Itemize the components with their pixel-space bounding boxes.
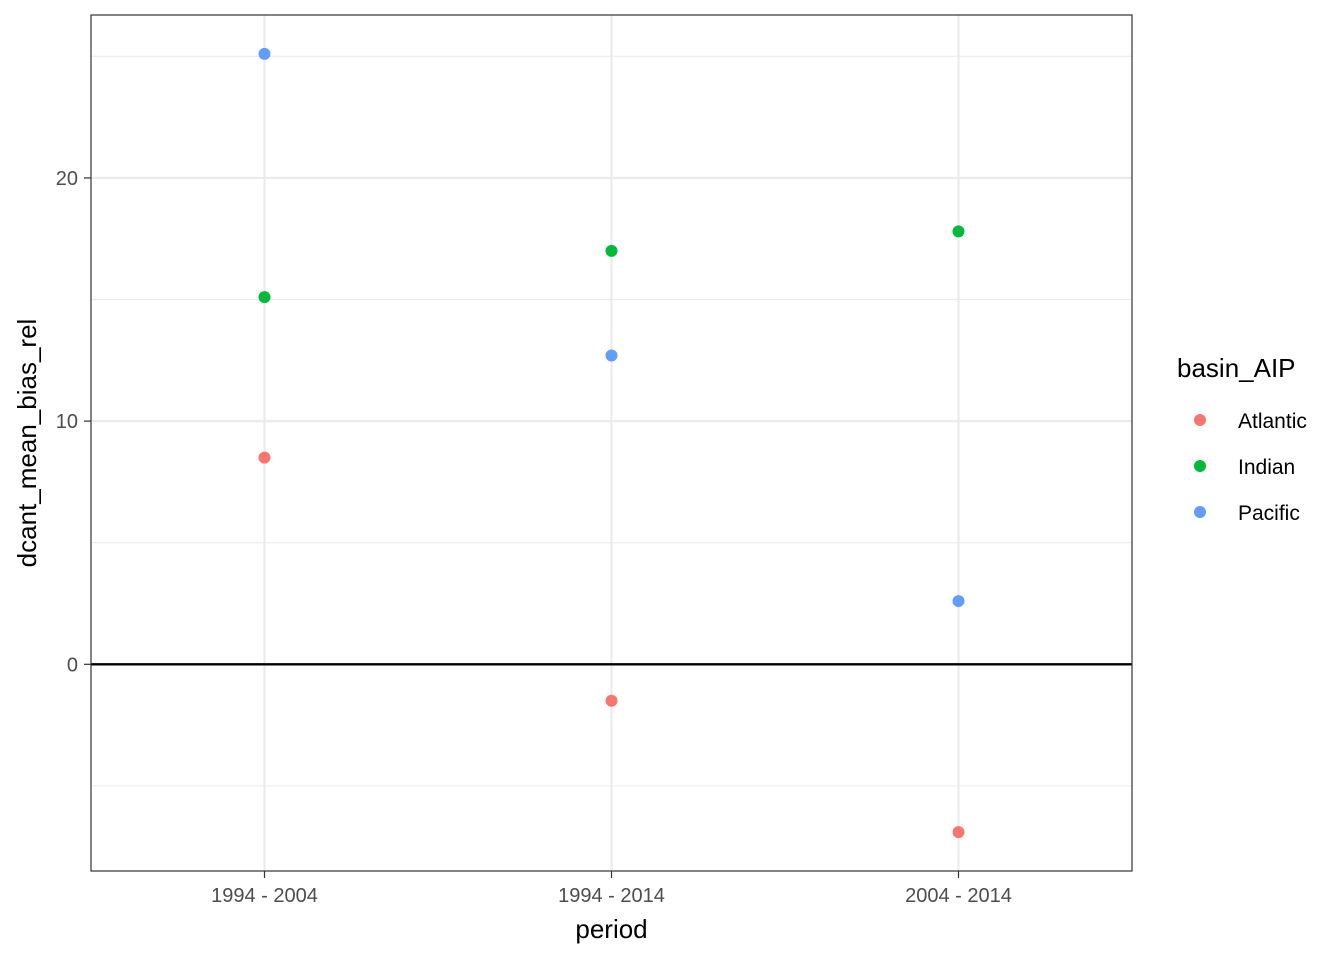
point-indian-0 — [258, 291, 271, 304]
y-axis-title: dcant_mean_bias_rel — [12, 319, 42, 568]
data-points — [258, 47, 965, 839]
legend-label-atlantic: Atlantic — [1238, 410, 1307, 433]
point-indian-2 — [952, 225, 965, 238]
point-pacific-2 — [952, 595, 965, 608]
legend-title: basin_AIP — [1177, 353, 1296, 383]
point-pacific-0 — [258, 47, 271, 60]
y-tick-label: 10 — [56, 411, 78, 433]
x-tick-label: 1994 - 2014 — [558, 885, 665, 907]
y-tick-label: 0 — [67, 654, 78, 676]
point-atlantic-2 — [952, 826, 965, 839]
point-indian-1 — [605, 244, 618, 257]
point-atlantic-1 — [605, 694, 618, 707]
y-tick-label: 20 — [56, 168, 78, 190]
point-atlantic-0 — [258, 451, 271, 464]
legend-key-indian — [1194, 460, 1206, 472]
point-pacific-1 — [605, 349, 618, 362]
legend-key-pacific — [1194, 506, 1206, 518]
y-axis: 0 10 20 — [56, 168, 91, 676]
x-tick-label: 1994 - 2004 — [211, 885, 318, 907]
legend-key-atlantic — [1194, 414, 1206, 426]
x-axis: 1994 - 2004 1994 - 2014 2004 - 2014 — [211, 871, 1012, 907]
legend-label-indian: Indian — [1238, 456, 1295, 479]
x-tick-label: 2004 - 2014 — [905, 885, 1012, 907]
legend-label-pacific: Pacific — [1238, 502, 1300, 525]
x-axis-title: period — [575, 914, 647, 944]
legend: basin_AIP Atlantic Indian Pacific — [1177, 353, 1307, 525]
